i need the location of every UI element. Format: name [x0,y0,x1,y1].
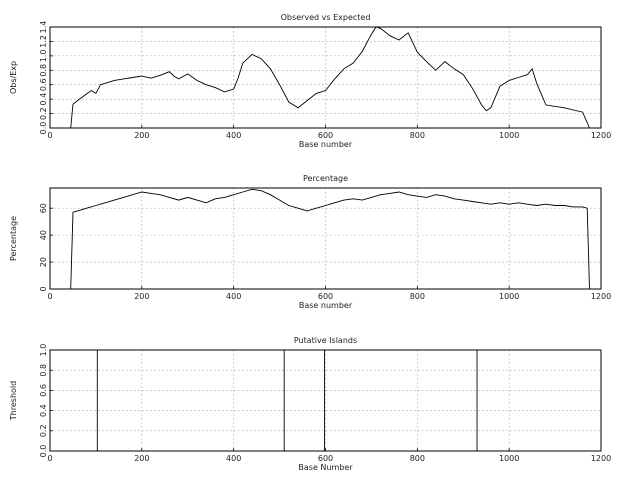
chart-title: Percentage [303,174,348,183]
x-tick-label: 400 [226,454,241,463]
x-tick-label: 1200 [591,292,611,301]
x-tick-label: 400 [226,131,241,140]
gridlines [50,188,601,289]
plot-frame [49,349,602,452]
y-tick-label: 0.2 [39,424,48,437]
x-tick-label: 800 [410,454,425,463]
x-tick-label: 400 [226,292,241,301]
x-tick-label: 600 [318,292,333,301]
x-tick-label: 600 [318,454,333,463]
y-tick-label: 0.0 [39,122,48,135]
x-tick-label: 0 [47,292,52,301]
x-tick-label: 1000 [499,131,519,140]
x-tick-label: 1200 [591,131,611,140]
gridlines [50,27,601,128]
y-tick-label: 0.8 [39,364,48,377]
y-tick-label: 0 [39,286,48,291]
chart-title: Putative Islands [294,336,357,345]
y-tick-label: 0.6 [39,384,48,397]
x-tick-label: 800 [410,131,425,140]
y-tick-label: 1.0 [39,344,48,357]
gridlines [50,350,601,451]
x-axis-label: Base number [299,301,353,310]
x-tick-label: 0 [47,454,52,463]
y-tick-label: 40 [39,230,48,240]
x-tick-label: 1200 [591,454,611,463]
y-tick-label: 60 [39,203,48,213]
y-tick-label: 1.0 [39,49,48,62]
y-tick-label: 1.4 [39,21,48,34]
y-tick-label: 0.4 [39,404,48,417]
x-tick-label: 600 [318,131,333,140]
panel-2: Percentage 0 200 400 600 800 1000 1200 0 20 40 60 Ba… [9,174,611,310]
x-tick-label: 1000 [499,292,519,301]
y-tick-label: 0.0 [39,445,48,458]
x-tick-label: 1000 [499,454,519,463]
x-tick-label: 200 [134,454,149,463]
panel-1: Observed vs Expected 0 200 400 600 800 1000 120… [9,13,611,149]
series-line [70,188,590,290]
y-axis-label: Obs/Exp [9,61,18,94]
y-tick-label: 0.4 [39,93,48,106]
x-axis-label: Base Number [298,463,353,472]
x-tick-label: 200 [134,292,149,301]
y-tick-label: 0.6 [39,78,48,91]
chart-title: Observed vs Expected [281,13,371,22]
series-line [70,26,590,129]
panel-3: Putative Islands 0 200 400 600 800 1000 1200 0.0… [9,336,611,472]
x-tick-label: 800 [410,292,425,301]
y-tick-label: 0.8 [39,64,48,77]
y-tick-label: 0.2 [39,107,48,120]
x-tick-label: 200 [134,131,149,140]
y-axis-label: Percentage [9,216,18,261]
x-tick-label: 0 [47,131,52,140]
y-tick-label: 20 [39,257,48,267]
y-axis-label: Threshold [9,381,18,421]
y-tick-label: 1.2 [39,35,48,48]
x-axis-label: Base number [299,140,353,149]
